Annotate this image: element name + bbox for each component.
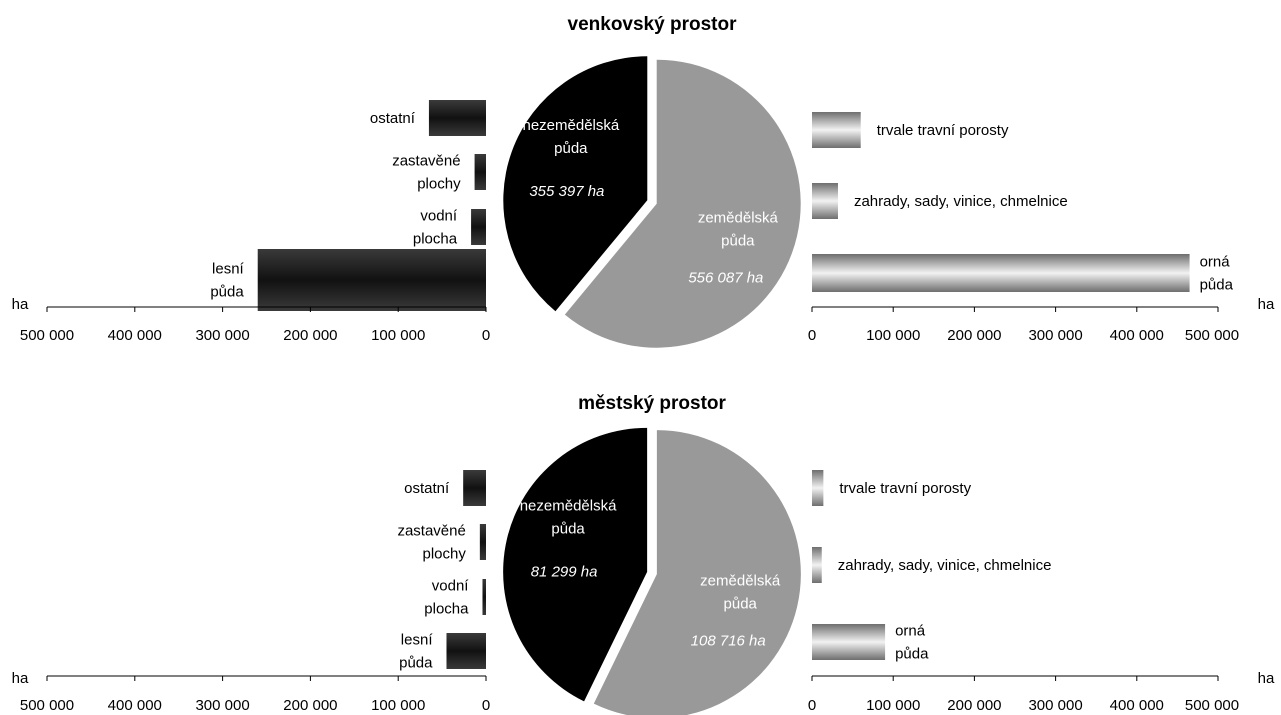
left-bar-label: půda xyxy=(399,655,433,672)
left-bar-label: plochy xyxy=(417,176,461,193)
pie-slice-label: nezemědělská xyxy=(520,498,617,515)
right-tick-label: 300 000 xyxy=(1028,697,1082,714)
right-tick-label: 300 000 xyxy=(1028,327,1082,344)
right-bar xyxy=(812,112,861,148)
right-tick-label: 400 000 xyxy=(1110,327,1164,344)
pie-label-agricultural: zemědělská půda 108 716 ha xyxy=(691,573,781,650)
right-bar xyxy=(812,624,886,660)
right-axis-unit: ha xyxy=(1258,670,1275,687)
right-tick-label: 0 xyxy=(808,327,816,344)
left-tick-label: 400 000 xyxy=(108,327,162,344)
right-bar-label: zahrady, sady, vinice, chmelnice xyxy=(854,193,1068,210)
left-bar-label: ostatní xyxy=(404,480,450,497)
right-bar-label: orná xyxy=(895,623,926,640)
left-tick-label: 300 000 xyxy=(195,697,249,714)
left-bar xyxy=(471,209,486,245)
right-bar xyxy=(812,254,1190,292)
left-bar-label: lesní xyxy=(212,261,245,278)
left-bar-label: lesní xyxy=(401,632,434,649)
left-tick-label: 100 000 xyxy=(371,697,425,714)
left-tick-label: 0 xyxy=(482,697,490,714)
right-bar xyxy=(812,470,824,506)
right-tick-label: 100 000 xyxy=(866,697,920,714)
left-bar xyxy=(482,579,486,615)
pie-slice-value: 81 299 ha xyxy=(531,564,598,581)
left-bar xyxy=(479,524,486,560)
left-bar xyxy=(463,470,486,506)
chart-title: venkovský prostor xyxy=(568,14,738,35)
pie-slice-label: půda xyxy=(551,521,585,538)
right-tick-label: 500 000 xyxy=(1185,697,1239,714)
right-tick-label: 200 000 xyxy=(947,697,1001,714)
left-tick-label: 200 000 xyxy=(283,327,337,344)
right-bar xyxy=(812,183,838,219)
left-bar-label: vodní xyxy=(420,208,458,225)
pie-slice-label: zemědělská xyxy=(698,210,779,227)
left-bar-label: plocha xyxy=(413,231,458,248)
pie-slice-label: nezemědělská xyxy=(522,117,619,134)
right-axis-unit: ha xyxy=(1258,296,1275,313)
pie-slice-label: půda xyxy=(724,596,758,613)
pie-label-nonagricultural: nezemědělská půda 81 299 ha xyxy=(520,498,617,581)
right-bar-label: půda xyxy=(1200,277,1234,294)
right-bar-label: orná xyxy=(1200,254,1231,271)
pie-label-agricultural: zemědělská půda 556 087 ha xyxy=(688,210,778,287)
pie-slice-agricultural xyxy=(593,430,801,715)
left-tick-label: 200 000 xyxy=(283,697,337,714)
left-bar-label: zastavěné xyxy=(397,523,465,540)
right-tick-label: 400 000 xyxy=(1110,697,1164,714)
left-tick-label: 0 xyxy=(482,327,490,344)
left-bar-label: ostatní xyxy=(370,110,416,127)
left-tick-label: 500 000 xyxy=(20,327,74,344)
left-bar-label: plocha xyxy=(424,601,469,618)
pie-slice-label: půda xyxy=(554,140,588,157)
right-bar-label: půda xyxy=(895,646,929,663)
right-tick-label: 200 000 xyxy=(947,327,1001,344)
left-tick-label: 500 000 xyxy=(20,697,74,714)
pie-slice-label: zemědělská xyxy=(700,573,781,590)
pie-slice-nonagricultural xyxy=(503,56,648,312)
right-tick-label: 100 000 xyxy=(866,327,920,344)
chart-title: městský prostor xyxy=(578,393,726,414)
left-axis-unit: ha xyxy=(12,296,29,313)
left-bar-label: zastavěné xyxy=(392,153,460,170)
left-bar xyxy=(446,633,486,669)
left-bar-label: plochy xyxy=(422,546,466,563)
pie-slice-label: půda xyxy=(721,233,755,250)
right-bar-label: trvale travní porosty xyxy=(877,122,1009,139)
left-tick-label: 400 000 xyxy=(108,697,162,714)
left-bar-label: půda xyxy=(210,284,244,301)
pie-slice-nonagricultural xyxy=(503,427,648,702)
left-bar xyxy=(257,249,486,311)
pie-slice-value: 355 397 ha xyxy=(529,183,604,200)
left-axis-unit: ha xyxy=(12,670,29,687)
right-bar-label: trvale travní porosty xyxy=(839,480,971,497)
left-tick-label: 100 000 xyxy=(371,327,425,344)
left-bar xyxy=(474,154,486,190)
left-tick-label: 300 000 xyxy=(195,327,249,344)
pie-slice-value: 556 087 ha xyxy=(688,270,763,287)
pie-slice-value: 108 716 ha xyxy=(691,633,766,650)
right-tick-label: 0 xyxy=(808,697,816,714)
right-bar-label: zahrady, sady, vinice, chmelnice xyxy=(838,557,1052,574)
left-bar xyxy=(428,100,486,136)
right-bar xyxy=(812,547,822,583)
left-bar-label: vodní xyxy=(432,578,470,595)
pie-label-nonagricultural: nezemědělská půda 355 397 ha xyxy=(522,117,619,200)
right-tick-label: 500 000 xyxy=(1185,327,1239,344)
pie-slice-agricultural xyxy=(564,59,801,348)
